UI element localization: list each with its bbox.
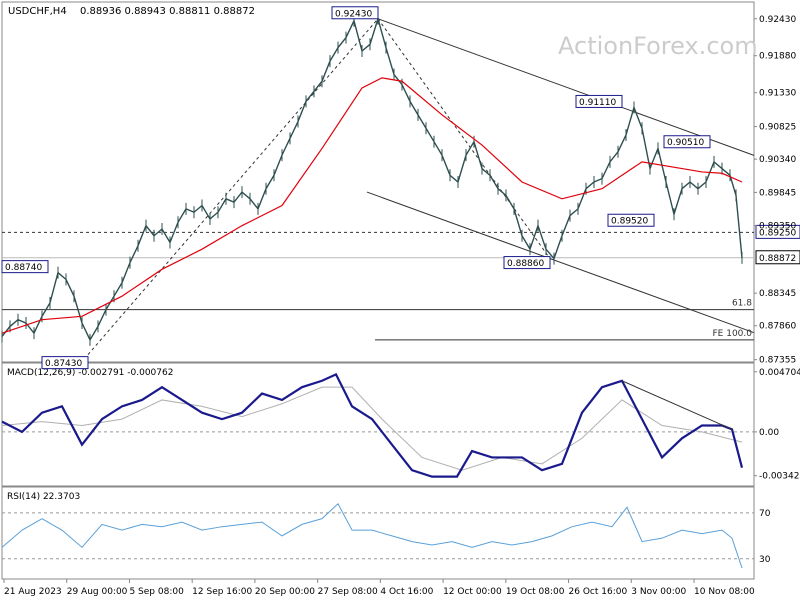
price-tick-label: 0.89350: [759, 222, 796, 232]
trend-line-up: [87, 18, 379, 355]
pivot-label-box: [1, 260, 49, 274]
pivot-label: 0.88740: [5, 263, 42, 273]
x-tick-label: 21 Aug 2023: [4, 587, 62, 597]
symbol-label: USDCHF,H4: [8, 6, 67, 17]
price-tick-label: 0.91880: [759, 52, 796, 62]
rsi-tick-label: 70: [759, 509, 771, 519]
pivot-label: 0.91110: [579, 98, 616, 108]
x-tick-label: 10 Nov 08:00: [694, 587, 755, 597]
macd-trend-line: [621, 380, 733, 430]
watermark: ActionForex.com: [558, 32, 758, 60]
pivot-label: 0.92430: [335, 9, 372, 19]
macd-title: MACD(12,26,9) -0.002791 -0.000762: [7, 368, 173, 378]
pivot-label-box: [41, 356, 89, 370]
current-price-label: 0.88872: [759, 254, 796, 264]
rsi-title: RSI(14) 22.3703: [7, 492, 80, 502]
fib-level-label: FE 100.0: [713, 329, 753, 339]
price-tick-label: 0.88345: [759, 289, 796, 299]
price-series: [1, 16, 743, 342]
macd-signal-series: [1, 386, 743, 471]
price-tick-label: 0.87355: [759, 356, 796, 366]
macd-tick-label: 0.004704: [759, 368, 800, 378]
pivot-label-box: [663, 135, 711, 149]
x-tick-label: 3 Nov 00:00: [631, 587, 686, 597]
pivot-label-box: [575, 94, 623, 108]
channel-lower: [366, 191, 755, 334]
macd-tick-label: 0.00: [759, 428, 779, 438]
trend-line-down: [377, 18, 551, 259]
rsi-panel-frame: [1, 486, 755, 580]
axis-layer: 0.89250 0.88872 0.92430 0.91880 0.91330 0.908…: [3, 15, 800, 597]
macd-layer: [1, 372, 754, 478]
price-tick-label: 0.89845: [759, 188, 796, 198]
ohlc-label: 0.88936 0.88943 0.88811 0.88872: [80, 6, 255, 17]
pivot-label-box: [331, 6, 379, 20]
x-tick-label: 12 Sep 16:00: [192, 587, 252, 597]
pivot-label-box: [503, 256, 551, 270]
macd-panel-frame: [1, 362, 755, 487]
rsi-series: [1, 502, 743, 569]
channel-upper: [377, 18, 755, 156]
level-price-box: [755, 224, 800, 239]
price-tick-label: 0.91330: [759, 89, 796, 99]
pivot-label: 0.90510: [667, 138, 704, 148]
pivot-label: 0.87430: [45, 359, 82, 369]
price-layer: 61.8 FE 100.0 0.92430 0.91110 0.90510 0.89520…: [1, 6, 755, 370]
rsi-tick-label: 30: [759, 555, 771, 565]
x-tick-label: 26 Oct 16:00: [569, 587, 628, 597]
macd-tick-label: -0.003429: [759, 472, 800, 482]
x-tick-label: 5 Sep 08:00: [129, 587, 184, 597]
x-tick-label: 12 Oct 00:00: [443, 587, 502, 597]
x-tick-label: 19 Oct 08:00: [506, 587, 565, 597]
x-tick-label: 4 Oct 16:00: [380, 587, 433, 597]
macd-main-series: [1, 372, 744, 478]
price-tick-label: 0.92430: [759, 15, 796, 25]
price-tick-label: 0.87860: [759, 322, 796, 332]
moving-average-series: [1, 77, 743, 334]
rsi-layer: [1, 502, 754, 569]
x-tick-label: 20 Sep 00:00: [255, 587, 315, 597]
level-price-label: 0.89250: [759, 228, 796, 238]
pivot-label-box: [607, 213, 655, 227]
pivot-label: 0.89520: [611, 217, 648, 227]
pivot-label: 0.88860: [507, 259, 544, 269]
price-tick-label: 0.90825: [759, 123, 796, 133]
current-price-box: [755, 250, 800, 265]
x-tick-label: 29 Aug 00:00: [67, 587, 128, 597]
price-tick-label: 0.90340: [759, 155, 796, 165]
fib-level-label: 61.8: [732, 299, 752, 309]
x-tick-label: 27 Sep 08:00: [318, 587, 378, 597]
price-panel-frame: [1, 1, 755, 363]
